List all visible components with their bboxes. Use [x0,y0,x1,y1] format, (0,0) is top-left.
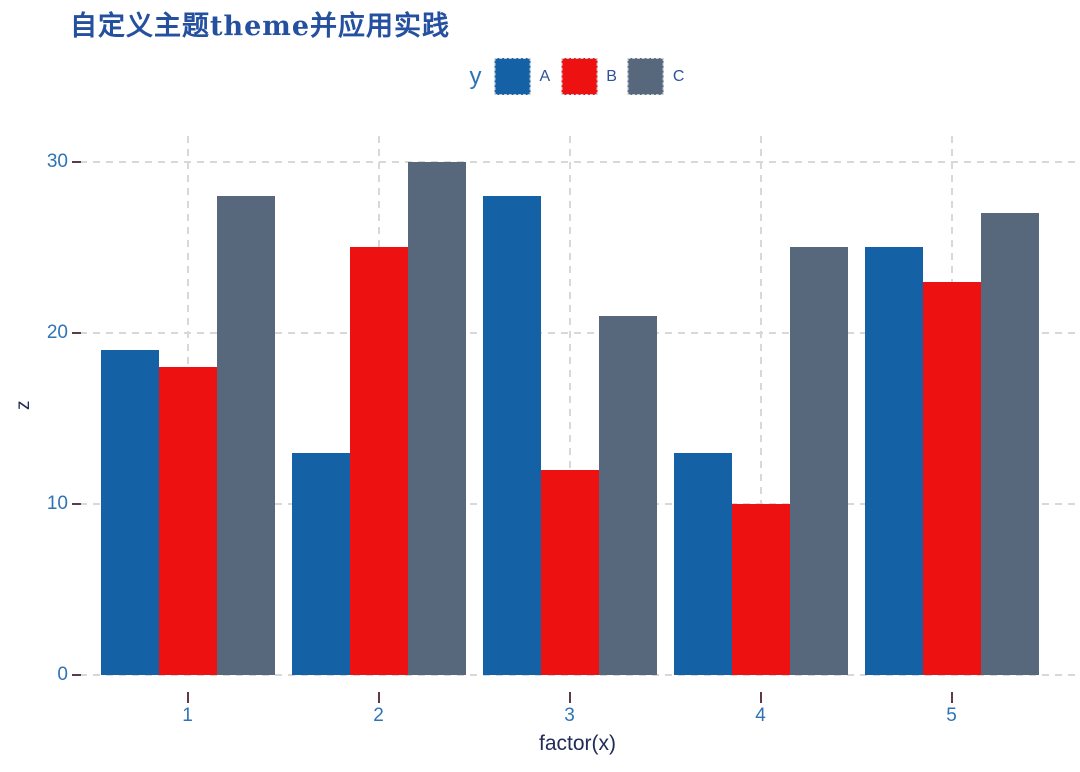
bar-A-x1 [100,350,159,675]
bar-A-x4 [673,453,732,675]
y-tick-label-30: 30 [46,151,68,172]
bar-C-x5 [980,213,1039,675]
x-tick-label-4: 4 [755,705,766,726]
y-tick-mark-30 [72,161,81,163]
bar-C-x4 [789,247,848,675]
x-tick-label-3: 3 [564,705,575,726]
bar-B-x4 [731,504,790,675]
y-axis-ticks [72,136,82,676]
gridline-y-0 [80,674,1075,676]
y-tick-label-10: 10 [46,493,68,514]
gridline-y-20 [80,332,1075,334]
bar-group-x5 [864,136,1039,675]
legend: y A B C [469,58,685,95]
bar-A-x3 [482,196,541,675]
gridline-x-4 [759,136,762,675]
gridline-y-30 [80,161,1075,163]
bar-B-x3 [540,470,599,675]
x-axis: factor(x) 1 2 3 4 5 [80,675,1075,772]
bar-group-x3 [482,136,657,675]
y-tick-mark-10 [72,503,81,505]
x-tick-mark-2 [377,692,380,703]
y-axis: 0 10 20 30 [0,136,70,685]
x-tick-label-2: 2 [373,705,384,726]
gridline-x-3 [568,136,571,675]
y-axis-title: z [13,400,34,411]
bar-C-x2 [407,162,466,675]
plot-panel [80,136,1075,676]
y-tick-label-0: 0 [57,664,68,685]
legend-label-b: B [606,67,617,85]
legend-item-c: C [627,58,685,95]
y-tick-label-20: 20 [46,322,68,343]
y-tick-mark-20 [72,332,81,334]
bar-A-x2 [291,453,350,675]
x-tick-mark-3 [568,692,571,703]
bar-group-x2 [291,136,466,675]
bar-B-x2 [349,247,408,675]
legend-title: y [469,62,482,90]
x-tick-mark-4 [759,692,762,703]
legend-label-c: C [672,67,685,85]
chart-title: 自定义主题theme并应用实践 [70,11,451,42]
legend-key-swatch-a [494,58,531,95]
bar-C-x3 [598,316,657,675]
x-tick-mark-1 [186,692,189,703]
legend-key-swatch-c [627,58,664,95]
bar-C-x1 [216,196,275,675]
x-tick-label-5: 5 [946,705,957,726]
x-tick-mark-5 [950,692,953,703]
y-tick-mark-0 [72,674,81,676]
bar-B-x1 [158,367,217,675]
legend-item-a: A [494,58,551,95]
legend-key-swatch-b [561,58,598,95]
bar-group-x1 [100,136,275,675]
bar-B-x5 [922,282,981,675]
legend-item-b: B [561,58,617,95]
legend-label-a: A [539,67,551,85]
x-tick-label-1: 1 [182,705,193,726]
bar-group-x4 [673,136,848,675]
bar-A-x5 [864,247,923,675]
x-axis-title: factor(x) [538,732,616,755]
